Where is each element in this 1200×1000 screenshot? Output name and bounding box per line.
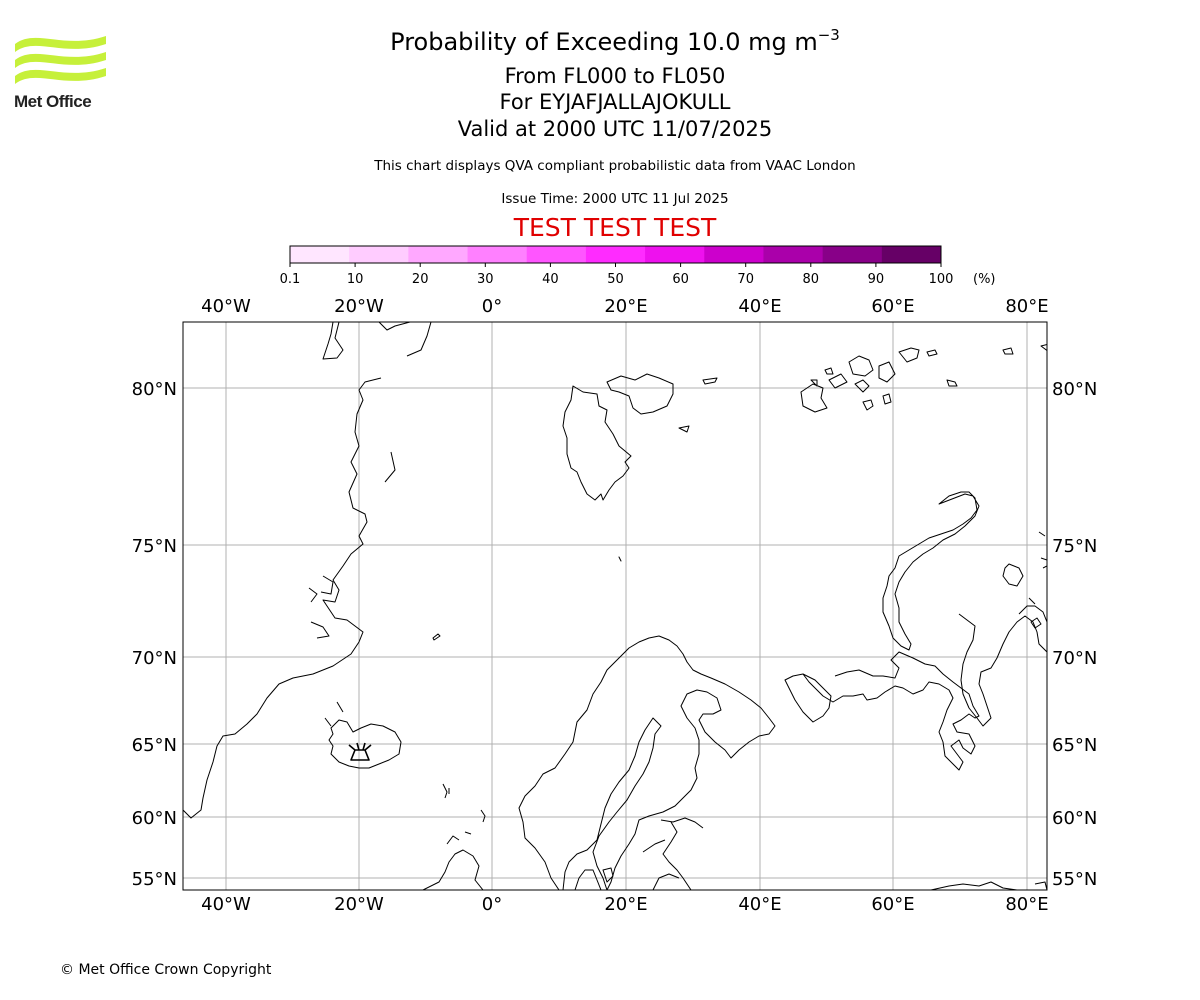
- chart-title: Probability of Exceeding 10.0 mg m−3: [0, 26, 1200, 56]
- logo-wave-3: [15, 68, 106, 84]
- lon-label-top: 40°W: [201, 296, 251, 317]
- lat-labels-left: 80°N 75°N 70°N 65°N 60°N 55°N: [132, 379, 177, 890]
- lon-label-bottom: 80°E: [1005, 894, 1048, 915]
- colorbar-cell: [408, 246, 469, 263]
- lon-label-top: 80°E: [1005, 296, 1048, 317]
- colorbar-cell: [704, 246, 764, 263]
- lat-label-right: 60°N: [1052, 808, 1097, 829]
- coast-russia: [784, 651, 980, 771]
- coast-yamal: [958, 605, 1047, 727]
- coast-iceland: [328, 719, 402, 769]
- colorbar-ticks: 0.1 10 20 30 40 50 60 70 80 90 100: [280, 263, 953, 287]
- lat-label-right: 80°N: [1052, 379, 1097, 400]
- lon-label-top: 40°E: [738, 296, 781, 317]
- volcano-name: For EYJAFJALLAJOKULL: [499, 90, 731, 114]
- colorbar-tick-label: 90: [868, 272, 885, 287]
- chart-title-superscript: −3: [817, 26, 840, 44]
- lat-label-right: 55°N: [1052, 869, 1097, 890]
- issue-time: Issue Time: 2000 UTC 11 Jul 2025: [501, 191, 729, 207]
- test-banner: TEST TEST TEST: [513, 213, 717, 242]
- lat-label-left: 60°N: [132, 808, 177, 829]
- colorbar-cell: [822, 246, 883, 263]
- coast-franz-josef: [800, 343, 1047, 413]
- colorbar: 0.1 10 20 30 40 50 60 70 80 90 100 (%): [280, 245, 996, 287]
- lon-label-top: 60°E: [871, 296, 914, 317]
- valid-time: Valid at 2000 UTC 11/07/2025: [457, 117, 773, 141]
- chart-title-main: Probability of Exceeding 10.0 mg m: [390, 28, 818, 56]
- coast-kara: [930, 881, 1047, 890]
- lon-label-top: 0°: [482, 296, 502, 317]
- coast-severnaya: [1002, 531, 1047, 629]
- colorbar-tick-label: 60: [672, 272, 689, 287]
- coast-denmark: [574, 867, 614, 890]
- chart-subtitle: This chart displays QVA compliant probab…: [374, 158, 856, 174]
- colorbar-cell: [467, 246, 528, 263]
- lat-label-right: 70°N: [1052, 648, 1097, 669]
- colorbar-tick-label: 30: [477, 272, 494, 287]
- coast-novaya-zemlya: [882, 491, 980, 651]
- lon-label-top: 20°E: [604, 296, 647, 317]
- lat-label-left: 80°N: [132, 379, 177, 400]
- coast-faroes: [442, 783, 450, 799]
- met-office-logo: [15, 36, 106, 84]
- colorbar-cell: [349, 246, 409, 263]
- logo-text: Met Office: [14, 92, 92, 111]
- colorbar-cell: [585, 246, 646, 263]
- map: 40°W 20°W 0° 20°E 40°E 60°E 80°E 40°W 20°W 0° 20°…: [132, 296, 1098, 915]
- volcano-marker: [348, 742, 372, 761]
- colorbar-tick-label: 70: [737, 272, 754, 287]
- lat-labels-right: 80°N 75°N 70°N 65°N 60°N 55°N: [1052, 379, 1097, 890]
- coast-scotland: [422, 809, 486, 890]
- colorbar-cell: [645, 246, 705, 263]
- lat-label-right: 65°N: [1052, 735, 1097, 756]
- lat-label-left: 70°N: [132, 648, 177, 669]
- lat-label-left: 65°N: [132, 735, 177, 756]
- lat-label-right: 75°N: [1052, 536, 1097, 557]
- lon-label-bottom: 20°E: [604, 894, 647, 915]
- colorbar-cell: [881, 246, 942, 263]
- colorbar-cell: [290, 246, 350, 263]
- lon-label-bottom: 40°W: [201, 894, 251, 915]
- copyright: © Met Office Crown Copyright: [60, 962, 272, 978]
- colorbar-tick-label: 50: [607, 272, 624, 287]
- lat-label-left: 75°N: [132, 536, 177, 557]
- colorbar-tick-label: 40: [542, 272, 559, 287]
- coast-jan-mayen: [432, 633, 441, 641]
- coast-scandinavia: [518, 635, 776, 890]
- coast-greenland-fjords: [308, 322, 432, 727]
- coast-svalbard: [562, 373, 718, 562]
- coast-greenland: [183, 322, 411, 819]
- logo-wave-1: [15, 36, 106, 52]
- colorbar-tick-label: 0.1: [280, 272, 300, 287]
- lon-label-bottom: 40°E: [738, 894, 781, 915]
- colorbar-tick-label: 100: [929, 272, 954, 287]
- colorbar-cell: [526, 246, 587, 263]
- colorbar-cell: [763, 246, 824, 263]
- lon-labels-top: 40°W 20°W 0° 20°E 40°E 60°E 80°E: [201, 296, 1048, 317]
- lon-label-bottom: 60°E: [871, 894, 914, 915]
- logo-wave-2: [15, 52, 106, 68]
- lon-label-bottom: 20°W: [334, 894, 384, 915]
- colorbar-tick-label: 20: [412, 272, 429, 287]
- coast-baltic: [562, 717, 692, 890]
- lon-label-top: 20°W: [334, 296, 384, 317]
- lon-labels-bottom: 40°W 20°W 0° 20°E 40°E 60°E 80°E: [201, 894, 1048, 915]
- lon-label-bottom: 0°: [482, 894, 502, 915]
- level-range: From FL000 to FL050: [504, 64, 726, 88]
- gridlines: [183, 322, 1047, 890]
- lat-label-left: 55°N: [132, 869, 177, 890]
- colorbar-tick-label: 80: [803, 272, 820, 287]
- colorbar-unit: (%): [973, 272, 996, 287]
- coast-estonia: [642, 817, 704, 890]
- map-frame: [182, 321, 1048, 891]
- colorbar-tick-label: 10: [347, 272, 364, 287]
- colorbar-cells: [290, 246, 942, 263]
